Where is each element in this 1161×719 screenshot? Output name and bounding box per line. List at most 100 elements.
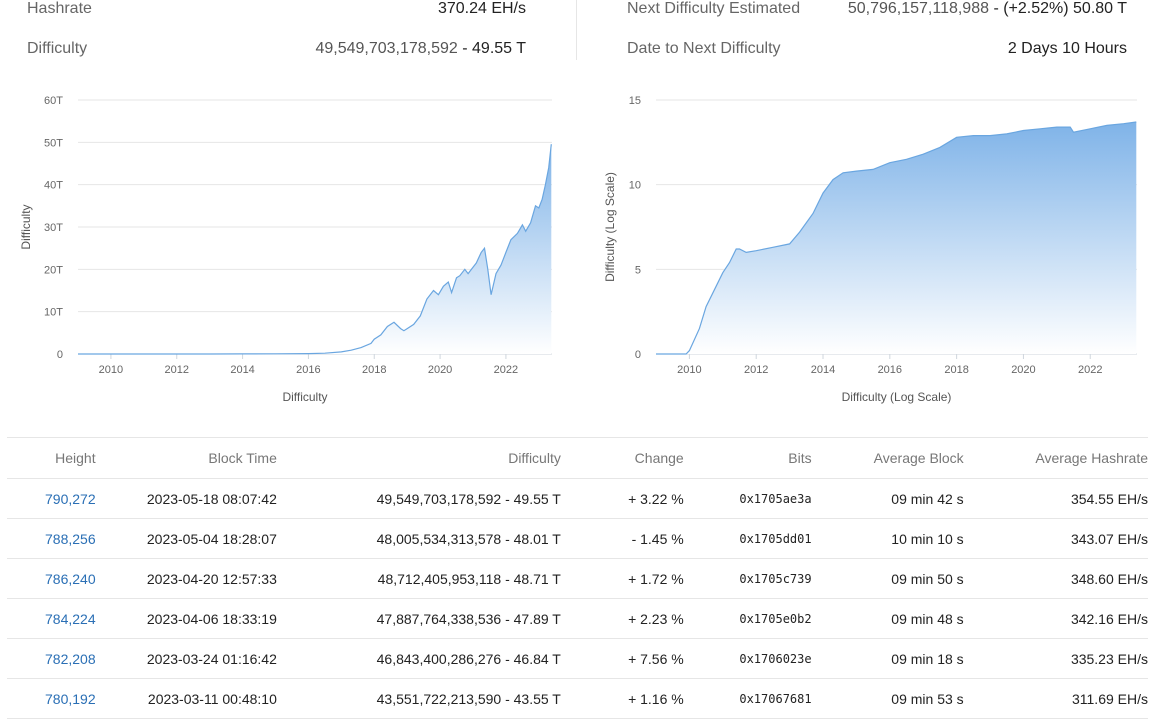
x-tick-label: 2016 bbox=[878, 364, 902, 376]
difficulty-cell: 49,549,703,178,592 - 49.55 T bbox=[276, 478, 561, 519]
next-difficulty-value: 50,796,157,118,988 - (+2.52%) 50.80 T bbox=[848, 0, 1127, 18]
y-tick-label: 15 bbox=[629, 95, 641, 107]
height-cell: 786,240 bbox=[7, 558, 96, 599]
difficulty-cell: 46,843,400,286,276 - 46.84 T bbox=[276, 638, 561, 679]
x-axis-label: Difficulty (Log Scale) bbox=[842, 390, 952, 404]
difficulty-cell: 48,712,405,953,118 - 48.71 T bbox=[276, 558, 561, 599]
average-block-cell: 09 min 53 s bbox=[811, 678, 964, 719]
series-area bbox=[78, 144, 552, 354]
x-tick-label: 2022 bbox=[494, 364, 518, 376]
height-cell: 782,208 bbox=[7, 638, 96, 679]
block-time-cell: 2023-05-18 08:07:42 bbox=[95, 478, 277, 519]
block-time-cell: 2023-04-06 18:33:19 bbox=[95, 598, 277, 639]
table-row: 782,208 2023-03-24 01:16:42 46,843,400,2… bbox=[7, 638, 1148, 679]
average-block-cell: 09 min 48 s bbox=[811, 598, 964, 639]
table-row: 784,224 2023-04-06 18:33:19 47,887,764,3… bbox=[7, 598, 1148, 639]
difficulty-chart-svg: 0 10T 20T 30T 40T 50T 60T 2010 2012 2014 2016 2018 2… bbox=[19, 95, 552, 404]
x-axis-label: Difficulty bbox=[282, 390, 327, 404]
col-block-time-header[interactable]: Block Time bbox=[95, 437, 277, 479]
x-tick-label: 2010 bbox=[677, 364, 701, 376]
difficulty-log-chart[interactable]: 0 5 10 15 2010 2012 2014 2016 2018 2020 2022 Diffic… bbox=[586, 80, 1161, 420]
height-cell: 784,224 bbox=[7, 598, 96, 639]
bits-cell: 0x1706023e bbox=[683, 638, 812, 679]
change-cell: + 3.22 % bbox=[560, 478, 684, 519]
bits-cell: 0x1705dd01 bbox=[683, 518, 812, 559]
col-height-header[interactable]: Height bbox=[7, 437, 96, 479]
change-cell: + 2.23 % bbox=[560, 598, 684, 639]
next-difficulty-label: Next Difficulty Estimated bbox=[627, 0, 801, 17]
difficulty-sep: - bbox=[457, 40, 473, 57]
block-height-link[interactable]: 786,240 bbox=[45, 570, 96, 587]
table-row: 790,272 2023-05-18 08:07:42 49,549,703,1… bbox=[7, 478, 1148, 519]
difficulty-value: 49,549,703,178,592 - 49.55 T bbox=[315, 40, 526, 58]
average-block-cell: 09 min 42 s bbox=[811, 478, 964, 519]
col-difficulty-header[interactable]: Difficulty bbox=[276, 437, 561, 479]
x-tick-label: 2016 bbox=[296, 364, 320, 376]
stats-divider bbox=[576, 0, 577, 60]
col-bits-header[interactable]: Bits bbox=[683, 437, 812, 479]
average-block-cell: 10 min 10 s bbox=[811, 518, 964, 559]
difficulty-cell: 47,887,764,338,536 - 47.89 T bbox=[276, 598, 561, 639]
y-tick-label: 30T bbox=[44, 222, 63, 234]
y-tick-label: 5 bbox=[635, 264, 641, 276]
block-height-link[interactable]: 784,224 bbox=[45, 610, 96, 627]
block-time-cell: 2023-03-11 00:48:10 bbox=[95, 678, 277, 719]
difficulty-chart[interactable]: 0 10T 20T 30T 40T 50T 60T 2010 2012 2014 2016 2018 2… bbox=[0, 80, 576, 420]
change-cell: - 1.45 % bbox=[560, 518, 684, 559]
y-tick-label: 20T bbox=[44, 264, 63, 276]
series-line bbox=[78, 144, 552, 355]
col-average-block-header[interactable]: Average Block bbox=[811, 437, 964, 479]
difficulty-cell: 48,005,534,313,578 - 48.01 T bbox=[276, 518, 561, 559]
y-axis-label: Difficulty (Log Scale) bbox=[603, 172, 617, 282]
x-tick-label: 2014 bbox=[811, 364, 835, 376]
block-height-link[interactable]: 788,256 bbox=[45, 530, 96, 547]
bits-cell: 0x1705c739 bbox=[683, 558, 812, 599]
next-date-label: Date to Next Difficulty bbox=[627, 40, 781, 57]
series-area bbox=[656, 122, 1137, 354]
x-tick-label: 2022 bbox=[1078, 364, 1102, 376]
next-difficulty-raw: 50,796,157,118,988 bbox=[847, 0, 989, 17]
average-hashrate-cell: 342.16 EH/s bbox=[963, 598, 1148, 639]
hashrate-label: Hashrate bbox=[27, 0, 92, 17]
table-header-row: Height Block Time Difficulty Change Bits… bbox=[7, 437, 1148, 479]
change-cell: + 1.16 % bbox=[560, 678, 684, 719]
average-hashrate-cell: 354.55 EH/s bbox=[963, 478, 1148, 519]
difficulty-label: Difficulty bbox=[27, 40, 88, 57]
bits-cell: 0x1705e0b2 bbox=[683, 598, 812, 639]
height-cell: 790,272 bbox=[7, 478, 96, 519]
y-tick-label: 10 bbox=[629, 180, 641, 192]
average-block-cell: 09 min 50 s bbox=[811, 558, 964, 599]
block-time-cell: 2023-03-24 01:16:42 bbox=[95, 638, 277, 679]
y-tick-label: 40T bbox=[44, 180, 63, 192]
table-row: 786,240 2023-04-20 12:57:33 48,712,405,9… bbox=[7, 558, 1148, 599]
difficulty-cell: 43,551,722,213,590 - 43.55 T bbox=[276, 678, 561, 719]
average-hashrate-cell: 311.69 EH/s bbox=[963, 678, 1148, 719]
block-height-link[interactable]: 780,192 bbox=[45, 690, 96, 707]
col-average-hashrate-header[interactable]: Average Hashrate bbox=[963, 437, 1148, 479]
table-row: 780,192 2023-03-11 00:48:10 43,551,722,2… bbox=[7, 678, 1148, 719]
block-height-link[interactable]: 782,208 bbox=[45, 650, 96, 667]
average-block-cell: 09 min 18 s bbox=[811, 638, 964, 679]
next-difficulty-short: 50.80 T bbox=[1073, 0, 1127, 17]
col-change-header[interactable]: Change bbox=[560, 437, 684, 479]
y-tick-label: 60T bbox=[44, 95, 63, 107]
y-axis-label: Difficulty bbox=[19, 204, 33, 249]
series-line bbox=[656, 121, 1137, 355]
change-cell: + 1.72 % bbox=[560, 558, 684, 599]
average-hashrate-cell: 335.23 EH/s bbox=[963, 638, 1148, 679]
difficulty-adjustments-table: Height Block Time Difficulty Change Bits… bbox=[7, 437, 1148, 719]
table-row: 788,256 2023-05-04 18:28:07 48,005,534,3… bbox=[7, 518, 1148, 559]
height-cell: 788,256 bbox=[7, 518, 96, 559]
bits-cell: 0x1705ae3a bbox=[683, 478, 812, 519]
y-tick-label: 0 bbox=[635, 349, 641, 361]
x-tick-label: 2010 bbox=[99, 364, 123, 376]
x-tick-label: 2012 bbox=[744, 364, 768, 376]
hashrate-value: 370.24 EH/s bbox=[437, 0, 526, 17]
next-date-value: 2 Days 10 Hours bbox=[1007, 40, 1127, 57]
block-height-link[interactable]: 790,272 bbox=[45, 490, 96, 507]
x-tick-label: 2014 bbox=[230, 364, 254, 376]
x-tick-label: 2018 bbox=[362, 364, 386, 376]
difficulty-log-chart-svg: 0 5 10 15 2010 2012 2014 2016 2018 2020 2022 Diffic… bbox=[603, 95, 1137, 404]
difficulty-short: 49.55 T bbox=[472, 40, 526, 57]
y-tick-label: 0 bbox=[57, 349, 63, 361]
